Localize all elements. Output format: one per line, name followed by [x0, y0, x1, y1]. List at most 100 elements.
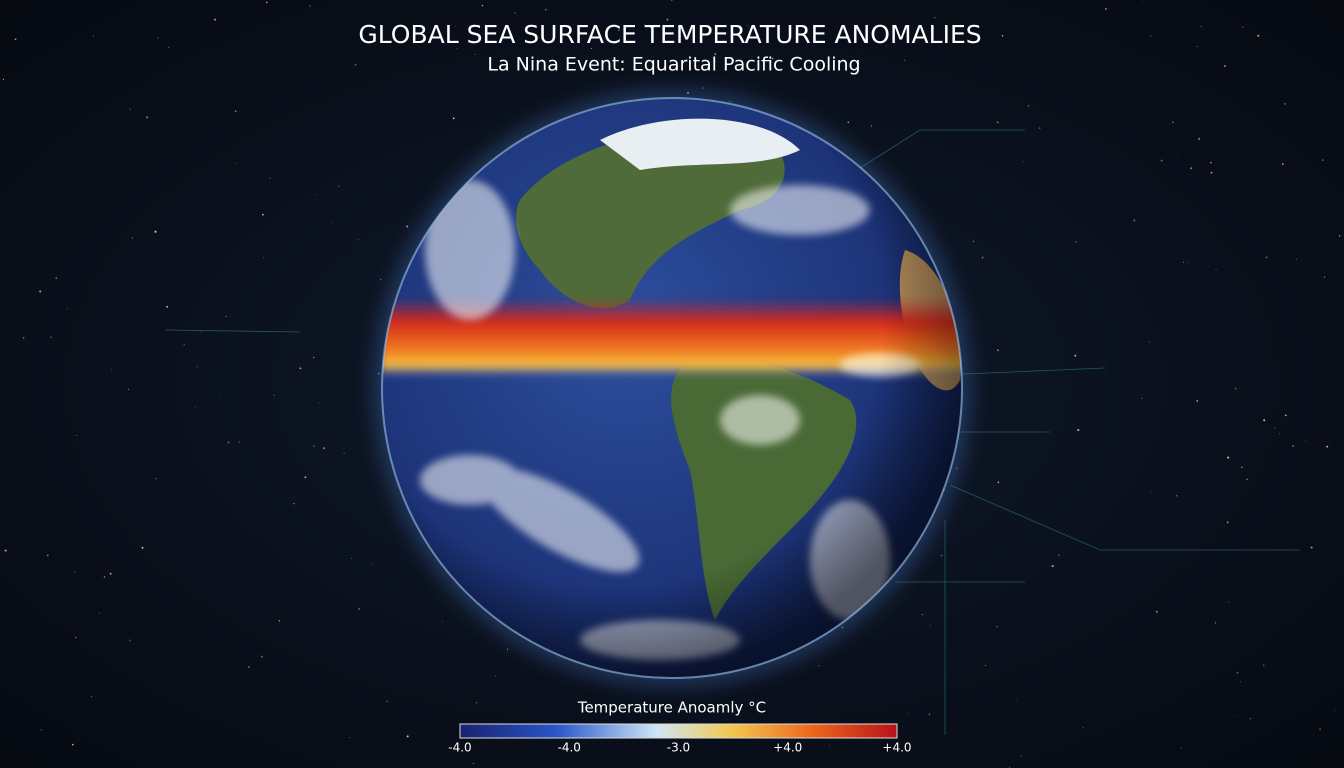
star: [1322, 159, 1324, 161]
star: [200, 331, 202, 333]
star: [155, 478, 157, 480]
star: [1210, 171, 1213, 174]
star: [1285, 414, 1287, 417]
star: [1241, 466, 1243, 469]
star: [262, 213, 264, 216]
star: [1176, 495, 1178, 497]
star: [1133, 219, 1136, 222]
star: [1051, 565, 1054, 568]
star: [472, 762, 475, 765]
star: [1323, 276, 1326, 278]
star: [236, 162, 238, 164]
star: [219, 395, 221, 397]
star: [1027, 104, 1030, 107]
star: [55, 277, 57, 279]
star: [71, 743, 74, 746]
star: [1228, 601, 1230, 603]
star: [1183, 261, 1185, 263]
star: [234, 110, 237, 112]
star: [146, 116, 149, 119]
star: [92, 35, 95, 37]
star: [1002, 256, 1004, 258]
star: [475, 702, 478, 704]
leader-line: [164, 329, 301, 333]
star: [1242, 26, 1244, 28]
star: [1016, 698, 1018, 700]
star: [343, 452, 345, 455]
star: [928, 713, 931, 715]
star: [299, 367, 302, 370]
star: [1263, 419, 1266, 422]
star: [183, 343, 186, 346]
colorbar: [459, 723, 898, 739]
star: [1150, 35, 1152, 37]
star: [109, 572, 112, 575]
star: [157, 37, 159, 39]
star: [227, 441, 230, 444]
star: [702, 87, 704, 89]
star: [545, 8, 547, 11]
star: [141, 546, 144, 549]
star: [380, 278, 382, 280]
star: [1257, 34, 1260, 37]
star: [903, 59, 906, 62]
star: [247, 666, 250, 669]
star: [714, 53, 717, 56]
star: [829, 745, 830, 747]
star: [1224, 65, 1226, 67]
star: [225, 315, 228, 318]
star: [213, 18, 217, 21]
star: [1022, 161, 1024, 163]
star: [318, 402, 320, 404]
star: [1148, 341, 1150, 343]
star: [1074, 240, 1077, 243]
star: [985, 664, 986, 666]
star: [481, 4, 484, 7]
star: [670, 0, 673, 1]
star: [1001, 35, 1004, 37]
star: [1246, 478, 1248, 481]
star: [1111, 316, 1112, 318]
star: [1226, 521, 1229, 524]
star: [1172, 121, 1174, 123]
star: [921, 614, 923, 615]
colorbar-ticks: -4.0 -4.0 -3.0 +4.0 +4.0: [448, 741, 911, 755]
star: [76, 434, 78, 436]
star: [818, 665, 820, 667]
star: [357, 239, 359, 241]
star: [1058, 554, 1060, 556]
colorbar-label: Temperature Anoamly °C: [577, 699, 766, 717]
star: [1324, 227, 1326, 228]
globe: [382, 98, 962, 678]
star: [1177, 154, 1179, 156]
star: [2, 78, 5, 81]
colorbar-tick-label: -3.0: [667, 741, 690, 755]
star: [1150, 491, 1152, 492]
star: [293, 503, 295, 505]
star: [666, 18, 669, 21]
star: [1262, 664, 1265, 667]
star: [996, 349, 999, 352]
star: [194, 406, 196, 408]
star: [940, 554, 943, 557]
star: [358, 607, 361, 610]
star: [391, 122, 393, 123]
star: [168, 46, 170, 48]
star: [1234, 715, 1236, 716]
star: [304, 476, 307, 479]
star: [474, 54, 476, 55]
star: [1186, 261, 1188, 263]
star: [972, 240, 975, 243]
star: [46, 554, 49, 557]
star: [996, 121, 999, 124]
star: [1196, 400, 1198, 402]
star: [1215, 268, 1217, 271]
star: [1155, 610, 1158, 613]
star: [128, 639, 131, 642]
star: [238, 441, 240, 443]
star: [1274, 427, 1276, 429]
star: [1249, 718, 1251, 720]
star: [1292, 445, 1295, 448]
star: [14, 38, 17, 41]
